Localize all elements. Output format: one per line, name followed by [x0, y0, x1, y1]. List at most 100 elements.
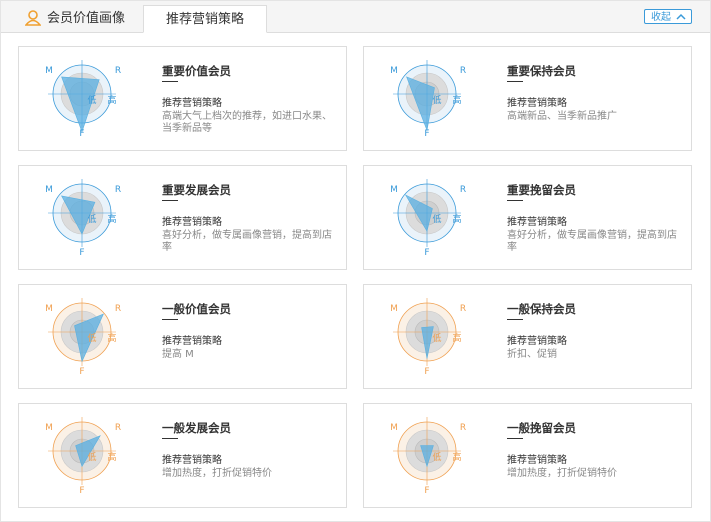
radar-chart: M R F 低高: [45, 60, 121, 139]
radar-chart: M R F 低高: [45, 179, 121, 258]
card-title: 重要保持会员: [507, 64, 576, 78]
radar-label: 低: [87, 94, 96, 106]
button-label: 收起: [651, 12, 671, 23]
divider: [162, 200, 178, 201]
radar-label: 高: [452, 451, 461, 463]
tab[interactable]: 会员价值画像: [17, 5, 141, 32]
divider: [162, 438, 178, 439]
radar-label: F: [424, 367, 429, 377]
radar-label: 高: [452, 94, 461, 106]
card-subtitle: 推荐营销策略: [162, 98, 222, 109]
divider: [507, 200, 523, 201]
card-description: 喜好分析，做专属画像营销，提高到店率: [507, 230, 677, 253]
radar-label: M: [45, 423, 53, 433]
radar-label: R: [115, 66, 121, 76]
radar-label: M: [390, 185, 398, 195]
card: M R F 低高 重要挽留会员 推荐营销策略 喜好分析，做专属画像营销，提高到店率: [363, 165, 692, 270]
divider: [162, 81, 178, 82]
card: M R F 低高 重要价值会员 推荐营销策略 高端大气上档次的推荐，如进口水果、当季新品等: [18, 46, 347, 151]
card-title: 一般发展会员: [162, 421, 231, 435]
radar-label: M: [45, 304, 53, 314]
radar-label: R: [460, 185, 466, 195]
card-subtitle: 推荐营销策略: [507, 336, 567, 347]
card-subtitle: 推荐营销策略: [507, 455, 567, 466]
card-title: 重要挽留会员: [507, 183, 576, 197]
card-description: 喜好分析，做专属画像营销，提高到店率: [162, 230, 332, 253]
radar-label: 低: [87, 213, 96, 225]
radar-shape: [404, 194, 433, 232]
card-subtitle: 推荐营销策略: [162, 455, 222, 466]
radar-label: R: [115, 423, 121, 433]
radar-chart: M R F 低高: [390, 60, 466, 139]
radar-chart: M R F 低高: [45, 298, 121, 377]
radar-shape: [75, 435, 101, 468]
radar-label: 高: [107, 213, 116, 225]
radar-label: 高: [107, 451, 116, 463]
collapse-button[interactable]: 收起: [644, 9, 692, 24]
radar-label: F: [424, 486, 429, 496]
card: M R F 低高 重要发展会员 推荐营销策略喜好分析，做专属画像营销，提高到店率: [18, 165, 347, 270]
tab-label: 推荐营销策略: [165, 12, 244, 27]
card-description: 提高 M: [162, 349, 194, 360]
radar-label: R: [115, 185, 121, 195]
card-title: 一般挽留会员: [507, 421, 576, 435]
radar-shape: [61, 195, 96, 235]
radar-shape: [61, 76, 100, 133]
radar-label: M: [390, 423, 398, 433]
radar-shape: [420, 445, 434, 468]
radar-shape: [74, 313, 104, 363]
chevron-icon: [676, 13, 686, 20]
card: M R F 低高 一般价值会员 推荐营销策略 提高 M: [18, 284, 347, 389]
radar-chart: M R F 低高: [390, 298, 466, 377]
radar-label: 低: [432, 213, 441, 225]
radar-label: F: [79, 248, 84, 258]
radar-shape: [421, 326, 434, 359]
radar-label: F: [79, 486, 84, 496]
card-description: 增加热度，打折促销特价: [507, 468, 617, 479]
card-description: 高端新品、当季新品推广: [507, 111, 617, 122]
card-description: 折扣、促销: [507, 349, 557, 360]
radar-label: M: [45, 185, 53, 195]
radar-label: F: [424, 129, 429, 139]
divider: [507, 319, 523, 320]
radar-label: M: [390, 304, 398, 314]
card-subtitle: 推荐营销策略: [162, 336, 222, 347]
radar-label: R: [460, 423, 466, 433]
card-title: 重要发展会员: [162, 183, 231, 197]
radar-label: R: [460, 304, 466, 314]
divider: [507, 438, 523, 439]
radar-label: 高: [107, 332, 116, 344]
radar-label: 高: [452, 213, 461, 225]
radar-label: R: [460, 66, 466, 76]
card: M R F 低高 一般保持会员 推荐营销策略 折扣、促销: [363, 284, 692, 389]
radar-label: M: [390, 66, 398, 76]
radar-label: F: [79, 129, 84, 139]
tab[interactable]: 推荐营销策略: [143, 5, 267, 33]
radar-label: 低: [432, 451, 441, 463]
card: M R F 低高 一般挽留会员 推荐营销策略增加热度，打折促销特价: [363, 403, 692, 508]
tab-label: 会员价值画像: [47, 11, 126, 26]
card-title: 重要价值会员: [162, 64, 231, 78]
card-description: 增加热度，打折促销特价: [162, 468, 272, 479]
divider: [507, 81, 523, 82]
card-subtitle: 推荐营销策略: [507, 98, 567, 109]
radar-label: 低: [87, 451, 96, 463]
card: M R F 低高 一般发展会员 推荐营销策略增加热度，打折促销特价: [18, 403, 347, 508]
radar-chart: M R F 低高: [45, 417, 121, 496]
card-description: 高端大气上档次的推荐，如进口水果、当季新品等: [162, 111, 332, 134]
radar-chart: M R F 低高: [390, 417, 466, 496]
radar-label: F: [424, 248, 429, 258]
radar-label: R: [115, 304, 121, 314]
radar-label: 低: [432, 94, 441, 106]
card-title: 一般价值会员: [162, 302, 231, 316]
card-title: 一般保持会员: [507, 302, 576, 316]
card-subtitle: 推荐营销策略: [162, 217, 222, 228]
radar-label: 高: [452, 332, 461, 344]
radar-shape: [406, 76, 435, 132]
user-icon: [25, 10, 41, 26]
radar-label: 高: [107, 94, 116, 106]
radar-label: 低: [87, 332, 96, 344]
divider: [162, 319, 178, 320]
radar-label: F: [79, 367, 84, 377]
